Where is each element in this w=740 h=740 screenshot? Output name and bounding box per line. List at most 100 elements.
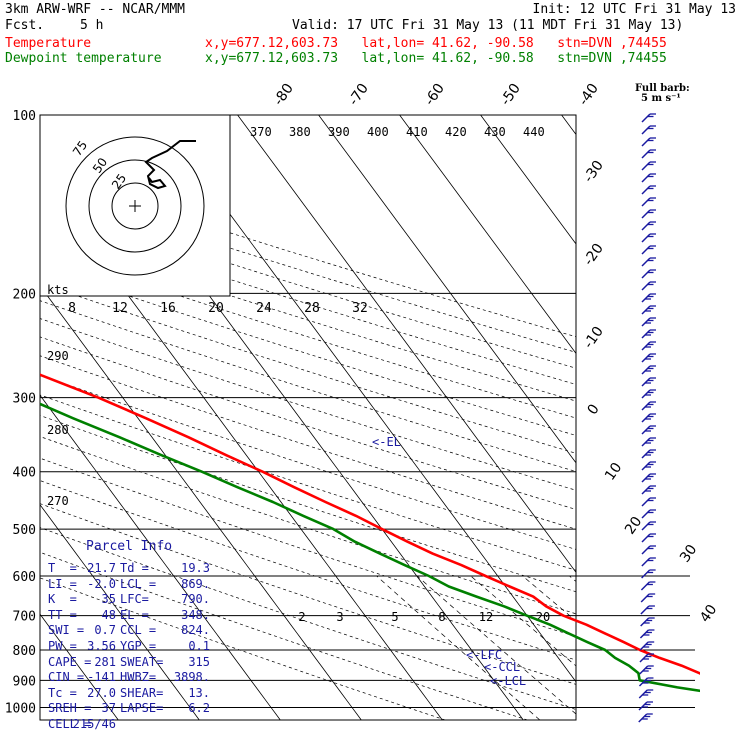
mixing-ratio-label: 3 <box>336 610 343 624</box>
wind-barbs <box>638 113 656 723</box>
parcel-info-cell: K = <box>48 592 77 607</box>
isotherm-line <box>643 115 740 720</box>
fcst-label: Fcst. <box>5 18 45 33</box>
mixing-ratio-line <box>376 575 541 720</box>
isotherm-line <box>40 504 200 720</box>
wind-barb <box>638 677 654 687</box>
speed-label: 8 <box>68 301 76 316</box>
wind-barb <box>641 389 656 399</box>
parcel-info-cell: TT = <box>48 607 77 622</box>
isotherm-label: -60 <box>422 81 448 109</box>
isotherm-label: -20 <box>581 241 607 269</box>
wind-barb <box>641 329 656 339</box>
theta-label: 420 <box>445 125 467 139</box>
hodograph-ring <box>65 136 205 276</box>
dry-adiabat <box>40 300 576 472</box>
parcel-info-cell: 21.7 <box>87 561 116 575</box>
hodograph-ring <box>88 159 182 253</box>
level-marker: <-LFC <box>466 648 502 662</box>
parcel-info-cell: 27.0 <box>87 685 116 700</box>
wind-barb <box>641 425 656 435</box>
wind-barb <box>641 497 656 507</box>
mixing-ratio-line <box>522 575 576 622</box>
wind-barb <box>641 461 656 471</box>
parcel-info-cell: -2.0 <box>87 576 116 591</box>
pressure-label: 900 <box>13 674 36 689</box>
theta-label: 430 <box>484 125 506 139</box>
wind-barb <box>641 209 656 219</box>
theta-label: 270 <box>47 494 69 508</box>
isotherm-label: -10 <box>581 324 607 352</box>
theta-label: 380 <box>289 125 311 139</box>
dry-adiabat <box>40 318 576 491</box>
wind-barb <box>641 341 656 351</box>
pressure-label: 300 <box>13 392 36 407</box>
speed-label: 12 <box>112 301 128 316</box>
parcel-info-cell: T = <box>48 561 77 575</box>
wind-barb <box>641 281 656 291</box>
wind-barb <box>641 305 656 315</box>
wind-barb <box>641 293 656 303</box>
pressure-label: 600 <box>13 570 36 585</box>
mixing-ratio-label: 5 <box>391 610 398 624</box>
theta-label: 440 <box>523 125 545 139</box>
parcel-info-cell: CAPE = <box>48 654 92 669</box>
theta-label: 410 <box>406 125 428 139</box>
mixing-ratio-label: 12 <box>479 610 493 624</box>
parcel-info-cell: 869. <box>181 576 210 591</box>
isotherm-line <box>480 115 576 245</box>
parcel-info-cell: 3898. <box>173 670 210 685</box>
wind-barb <box>640 581 656 591</box>
wind-barb <box>641 449 656 459</box>
wind-barb <box>640 605 655 615</box>
parcel-info-cell: 3.56 <box>87 639 116 653</box>
parcel-info-cell: 315 <box>188 654 210 669</box>
parcel-info-cell: SHEAR= <box>120 685 164 700</box>
isotherm-label: -40 <box>576 81 602 109</box>
wind-barb <box>641 137 656 147</box>
speed-label: 32 <box>352 301 368 316</box>
wind-barb <box>641 317 656 327</box>
pressure-label: 100 <box>13 109 36 124</box>
isotherm-line <box>0 115 37 720</box>
parcel-info-cell: LFC= <box>120 592 149 607</box>
isotherm-label: 0 <box>585 401 603 417</box>
pressure-label: 500 <box>13 523 36 538</box>
dewpoint-location: x,y=677.12,603.73 lat,lon= 41.62, -90.58… <box>205 51 667 66</box>
wind-barb <box>641 113 656 123</box>
hodograph-trace <box>144 140 196 190</box>
mixing-ratio-label: 8 <box>438 610 445 624</box>
mixing-ratio-label: 2 <box>298 610 305 624</box>
theta-label: 280 <box>47 423 69 437</box>
parcel-info-cell: YGP = <box>120 639 157 653</box>
level-marker: <-CCL <box>484 660 520 674</box>
isotherm-label: 40 <box>697 602 720 626</box>
parcel-info-cell: -141 <box>87 670 116 685</box>
isotherm-label: 10 <box>602 460 625 484</box>
mixing-ratio-line <box>631 576 740 720</box>
parcel-info-cell: 348. <box>181 607 210 622</box>
hodograph-units: kts <box>47 283 69 297</box>
isotherm-line <box>237 115 576 573</box>
isotherm-label: -70 <box>346 81 372 109</box>
wind-barb <box>641 353 656 363</box>
parcel-info-cell: 13. <box>188 685 210 700</box>
wind-barb <box>641 413 656 423</box>
isotherm-line <box>318 115 576 464</box>
wind-barb <box>639 629 655 639</box>
parcel-info-cell: 48 <box>101 607 116 622</box>
barb-key-title: Full barb: <box>635 83 690 94</box>
wind-barb <box>641 545 656 555</box>
mixing-ratio-line <box>569 575 576 582</box>
profile-curves <box>40 373 700 693</box>
wind-barb <box>641 257 656 267</box>
isotherm-label: -50 <box>498 81 524 109</box>
isotherm-label: -30 <box>581 158 607 186</box>
parcel-info-cell: 35 <box>101 592 116 607</box>
isotherm-line <box>399 115 576 355</box>
parcel-info-cell: Td = <box>120 561 149 575</box>
parcel-info-cell: CIN = <box>48 670 85 685</box>
wind-barb <box>641 533 656 543</box>
temperature-legend: Temperature <box>5 36 92 51</box>
